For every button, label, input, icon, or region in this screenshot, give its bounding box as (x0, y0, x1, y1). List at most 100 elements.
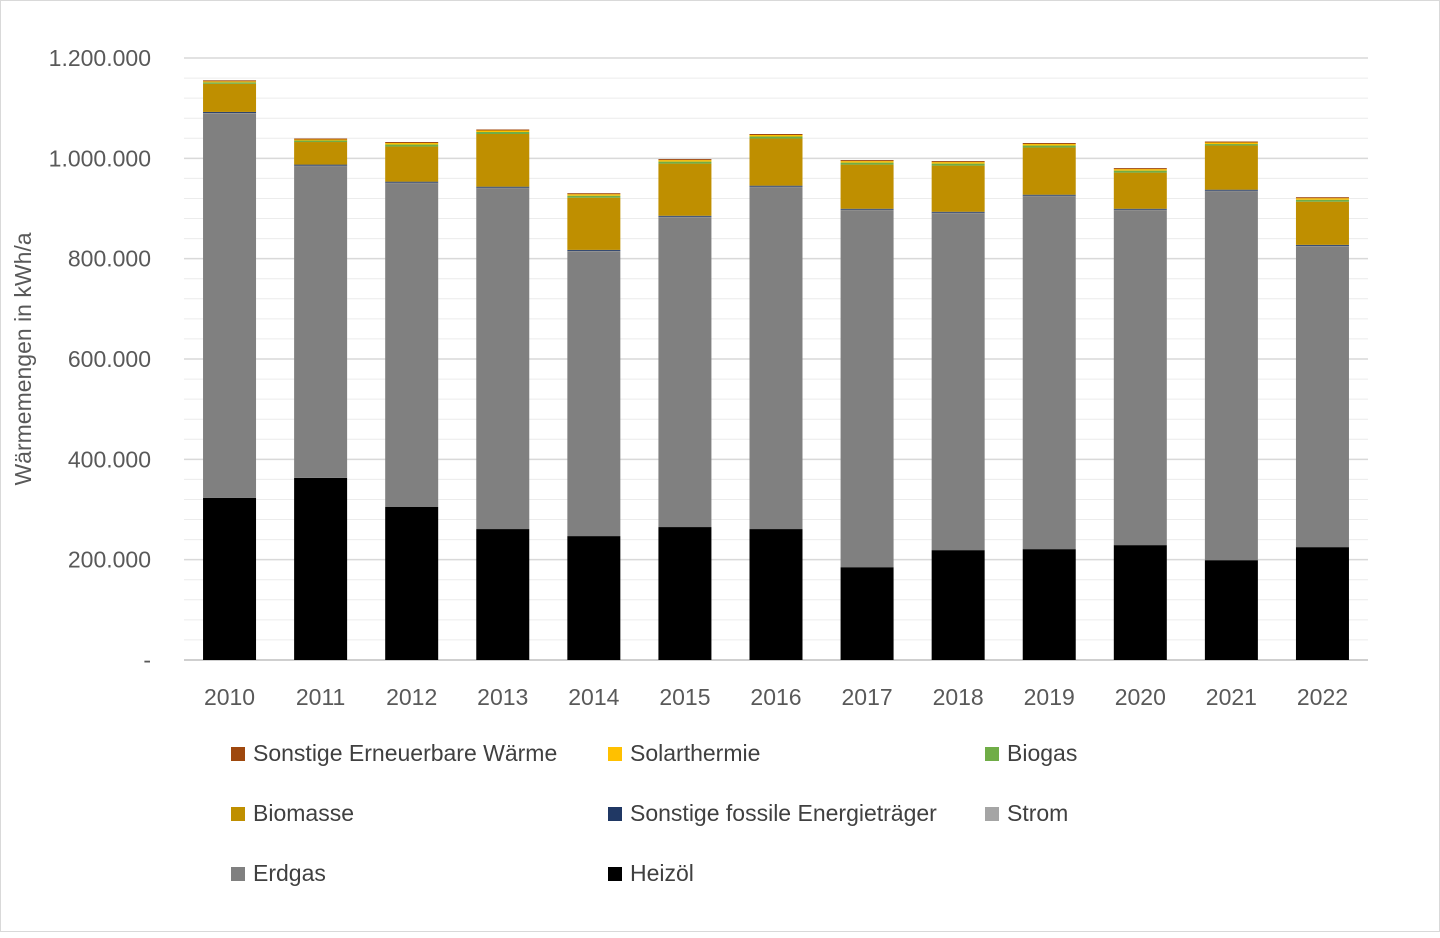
bar-segment-strom-2017 (840, 209, 894, 211)
legend-item: Heizöl (608, 860, 694, 887)
y-tick-label: 1.200.000 (49, 45, 151, 71)
bar-segment-solarthermie-2019 (1022, 144, 1076, 146)
bar-segment-sonstige-erneuerbare-wärme-2020 (1113, 168, 1167, 170)
bar-segment-sonstige-fossile-energieträger-2011 (294, 164, 348, 166)
bar-segment-biomasse-2015 (658, 163, 712, 216)
bar-segment-sonstige-erneuerbare-wärme-2016 (749, 134, 803, 136)
bar-segment-erdgas-2019 (1022, 195, 1076, 550)
legend-swatch (608, 866, 622, 881)
y-tick-label: 800.000 (68, 246, 151, 272)
x-tick-label: 2016 (750, 684, 801, 710)
bar-segment-solarthermie-2022 (1295, 198, 1349, 200)
bar-segment-erdgas-2015 (658, 217, 712, 528)
x-tick-label: 2015 (659, 684, 710, 710)
bar-segment-strom-2013 (476, 187, 530, 189)
bar-segment-sonstige-fossile-energieträger-2019 (1022, 194, 1076, 196)
bar-segment-strom-2019 (1022, 195, 1076, 197)
bar-segment-heizöl-2022 (1295, 547, 1349, 660)
bar-segment-biogas-2018 (931, 163, 985, 166)
bar-segment-sonstige-erneuerbare-wärme-2013 (476, 129, 530, 131)
legend-item: Erdgas (231, 860, 326, 887)
bar-segment-sonstige-erneuerbare-wärme-2019 (1022, 143, 1076, 145)
x-tick-label: 2011 (296, 684, 345, 710)
bar-segment-biogas-2014 (567, 195, 621, 198)
bar-segment-biomasse-2013 (476, 134, 530, 187)
bar-segment-heizöl-2014 (567, 536, 621, 660)
bar-segment-solarthermie-2020 (1113, 169, 1167, 171)
bar-segment-sonstige-erneuerbare-wärme-2015 (658, 159, 712, 161)
x-tick-label: 2021 (1206, 684, 1257, 710)
bar-segment-solarthermie-2017 (840, 161, 894, 163)
x-tick-label: 2014 (568, 684, 619, 710)
bar-segment-heizöl-2019 (1022, 549, 1076, 660)
bar-segment-solarthermie-2014 (567, 194, 621, 196)
bar-segment-sonstige-fossile-energieträger-2020 (1113, 208, 1167, 210)
bar-segment-sonstige-fossile-energieträger-2021 (1204, 189, 1258, 191)
bar-segment-erdgas-2022 (1295, 246, 1349, 548)
bar-segment-heizöl-2015 (658, 527, 712, 660)
bar-segment-erdgas-2018 (931, 213, 985, 551)
x-tick-label: 2013 (477, 684, 528, 710)
bar-segment-sonstige-erneuerbare-wärme-2014 (567, 193, 621, 195)
bar-segment-sonstige-fossile-energieträger-2015 (658, 215, 712, 217)
bar-segment-erdgas-2016 (749, 186, 803, 530)
y-tick-label: 200.000 (68, 547, 151, 573)
bar-segment-biomasse-2016 (749, 138, 803, 186)
bar-segment-sonstige-erneuerbare-wärme-2010 (203, 80, 257, 82)
x-tick-label: 2020 (1115, 684, 1166, 710)
bar-segment-biogas-2020 (1113, 170, 1167, 173)
x-tick-label: 2017 (841, 684, 892, 710)
bar-segment-sonstige-fossile-energieträger-2010 (203, 111, 257, 113)
legend-item: Strom (985, 800, 1068, 827)
bar-segment-heizöl-2013 (476, 529, 530, 660)
bar-segment-biomasse-2011 (294, 142, 348, 165)
bar-segment-sonstige-erneuerbare-wärme-2022 (1295, 197, 1349, 199)
legend-label: Sonstige Erneuerbare Wärme (253, 740, 558, 766)
legend-swatch (608, 806, 622, 821)
bar-segment-sonstige-fossile-energieträger-2022 (1295, 244, 1349, 246)
bar-segment-biogas-2011 (294, 140, 348, 143)
bar-segment-sonstige-erneuerbare-wärme-2012 (385, 142, 439, 144)
legend-swatch (985, 746, 999, 761)
bar-segment-strom-2016 (749, 186, 803, 188)
bar-segment-solarthermie-2021 (1204, 142, 1258, 145)
bar-segment-strom-2022 (1295, 245, 1349, 247)
legend-item: Biomasse (231, 800, 354, 827)
bar-segment-solarthermie-2018 (931, 162, 985, 164)
bar-segment-heizöl-2017 (840, 567, 894, 660)
bar-segment-sonstige-fossile-energieträger-2014 (567, 249, 621, 251)
bar-segment-sonstige-fossile-energieträger-2013 (476, 186, 530, 188)
x-tick-label: 2012 (386, 684, 437, 710)
bar-segment-biogas-2013 (476, 131, 530, 135)
bar-segment-biomasse-2019 (1022, 147, 1076, 195)
bar-segment-sonstige-erneuerbare-wärme-2017 (840, 160, 894, 162)
bar-segment-heizöl-2011 (294, 477, 348, 660)
bar-segment-erdgas-2014 (567, 251, 621, 537)
bar-segment-solarthermie-2010 (203, 81, 257, 83)
bar-segment-biomasse-2022 (1295, 201, 1349, 245)
legend-label: Solarthermie (630, 740, 761, 766)
bar-segment-sonstige-fossile-energieträger-2012 (385, 181, 439, 183)
bar-segment-strom-2012 (385, 182, 439, 184)
bar-segment-strom-2014 (567, 250, 621, 252)
legend-label: Biomasse (253, 800, 354, 826)
legend-item: Solarthermie (608, 740, 760, 767)
bar-segment-strom-2011 (294, 165, 348, 167)
bar-segment-biogas-2017 (840, 162, 894, 165)
legend-item: Sonstige Erneuerbare Wärme (231, 740, 557, 767)
bar-segment-solarthermie-2013 (476, 130, 530, 132)
bar-segment-biogas-2016 (749, 136, 803, 139)
y-axis-label: Wärmemengen in kWh/a (10, 232, 36, 485)
y-tick-label: - (143, 647, 151, 673)
legend-label: Erdgas (253, 860, 326, 886)
bar-segment-sonstige-fossile-energieträger-2017 (840, 208, 894, 210)
bar-segment-biomasse-2014 (567, 197, 621, 250)
legend-label: Biogas (1007, 740, 1078, 766)
bar-segment-erdgas-2017 (840, 210, 894, 568)
legend-label: Heizöl (630, 860, 694, 886)
bar-segment-sonstige-erneuerbare-wärme-2018 (931, 161, 985, 163)
legend-item: Biogas (985, 740, 1077, 767)
bar-segment-solarthermie-2012 (385, 143, 439, 145)
bar-segment-strom-2010 (203, 112, 257, 114)
bar-segment-erdgas-2011 (294, 165, 348, 478)
